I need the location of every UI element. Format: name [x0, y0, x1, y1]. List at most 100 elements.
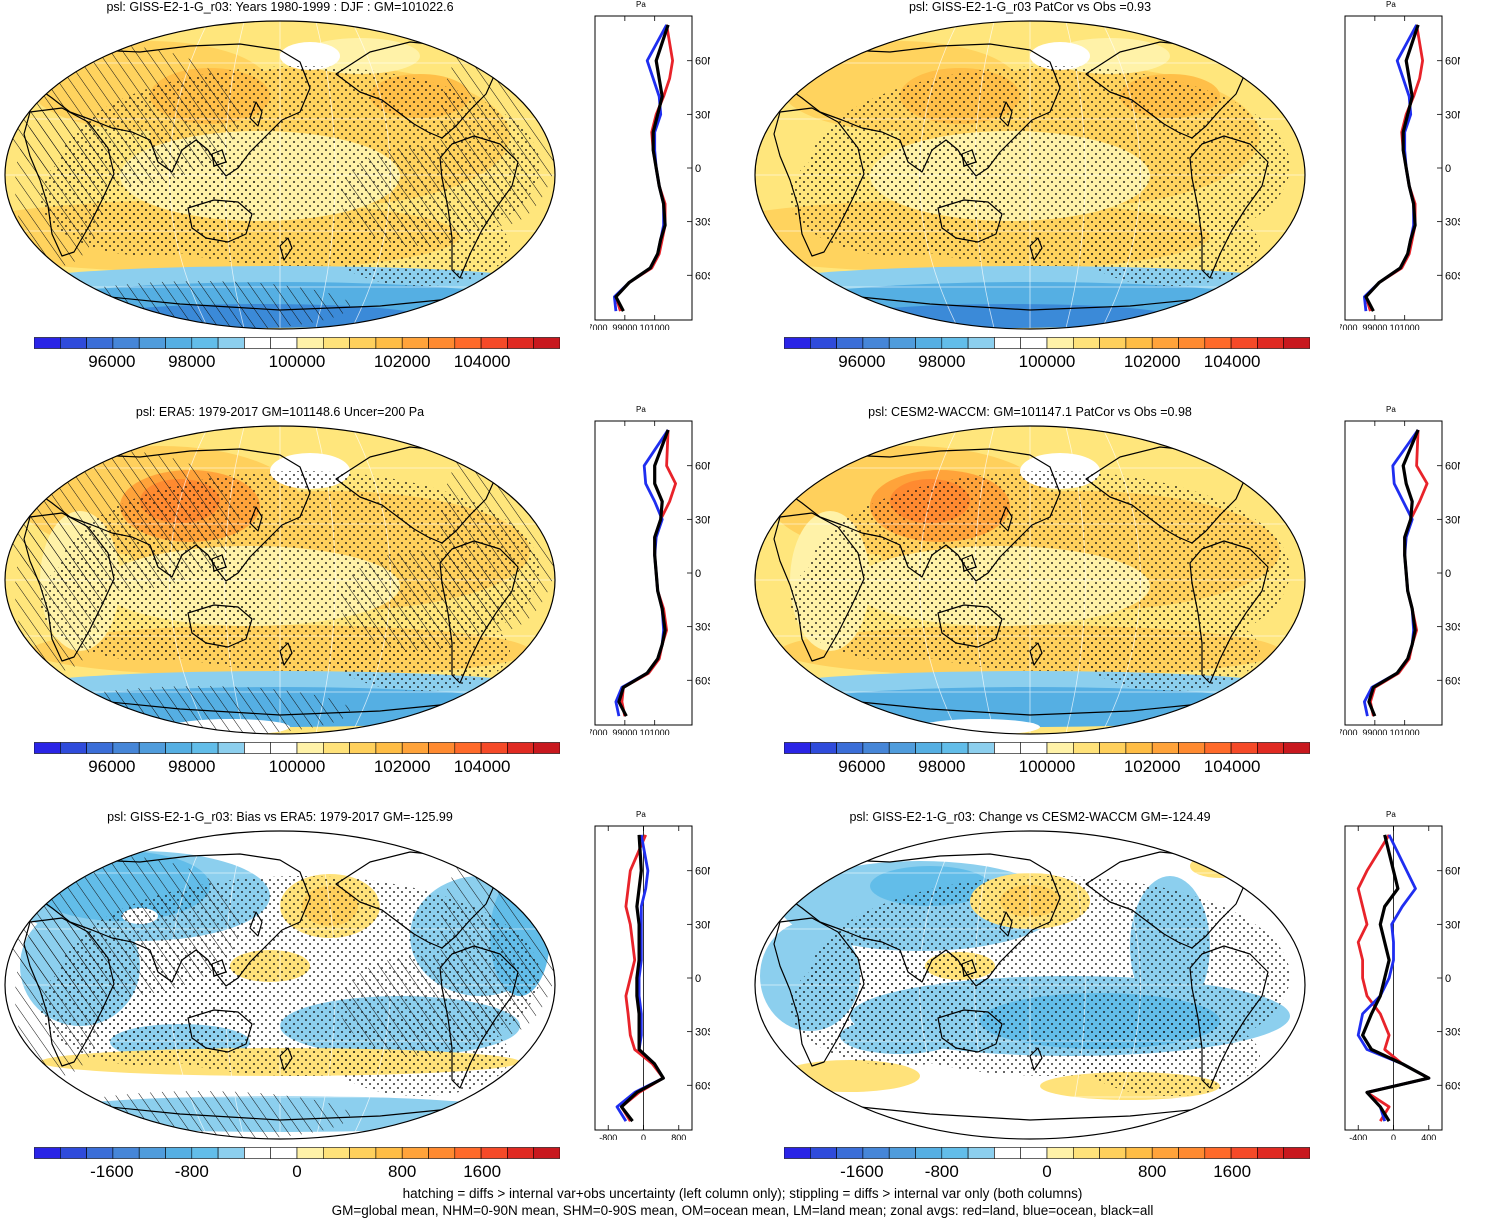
x-tick-label: 99000 [1362, 728, 1387, 735]
colorbar-swatch [533, 1147, 560, 1159]
colorbar-swatch [270, 742, 298, 754]
colorbar-swatch [888, 742, 916, 754]
colorbar-swatch [967, 1147, 995, 1159]
colorbar-swatch [1072, 742, 1100, 754]
colorbar-swatch [1099, 1147, 1127, 1159]
colorbar-swatch [454, 337, 482, 349]
colorbar-tick-label: 96000 [838, 352, 886, 371]
y-tick-label: 0 [695, 568, 701, 580]
colorbar-swatch [34, 742, 61, 754]
colorbar-tick-label: -1600 [840, 1162, 884, 1181]
colorbar-tick-label: -800 [924, 1162, 959, 1181]
colorbar-swatch [401, 742, 429, 754]
colorbar-swatch [401, 337, 429, 349]
colorbar-swatch [270, 1147, 298, 1159]
colorbar-swatch [244, 742, 271, 754]
colorbar-swatch [915, 337, 943, 349]
colorbar-swatch [480, 337, 508, 349]
colorbar-tick-label: 98000 [918, 757, 966, 776]
colorbar-tick-label: -800 [174, 1162, 209, 1181]
y-tick-label: 30S [1445, 1027, 1460, 1039]
colorbar-swatch [784, 1147, 811, 1159]
colorbar-swatch [1151, 1147, 1179, 1159]
x-tick-label: 97000 [1340, 728, 1358, 735]
colorbar [784, 742, 1310, 754]
colorbar-swatch [1151, 742, 1179, 754]
colorbar-swatch [296, 337, 324, 349]
zonal-unit-label: Pa [1386, 810, 1396, 819]
zonal-unit-label: Pa [636, 810, 646, 819]
colorbar-swatch [507, 1147, 534, 1159]
colorbar-tick-label: 100000 [1018, 757, 1076, 776]
x-tick-label: 800 [671, 1133, 686, 1140]
colorbar-tick-label: 104000 [453, 352, 511, 371]
colorbar-swatch [34, 337, 61, 349]
colorbar [784, 1147, 1310, 1159]
y-tick-label: 30N [1445, 109, 1460, 121]
map-field [755, 21, 1305, 329]
colorbar-swatch [1178, 1147, 1206, 1159]
colorbar-swatch [86, 1147, 114, 1159]
colorbar-tick-label: 102000 [373, 757, 431, 776]
panel-title: psl: ERA5: 1979-2017 GM=101148.6 Uncer=2… [135, 405, 425, 419]
x-tick-label: 0 [1391, 1133, 1396, 1140]
colorbar-tick-label: 96000 [88, 352, 136, 371]
map-outline [754, 20, 1306, 330]
colorbar-swatch [165, 742, 193, 754]
colorbar-swatch [86, 742, 114, 754]
colorbar-swatch [454, 1147, 482, 1159]
y-tick-label: 0 [1445, 568, 1451, 580]
colorbar-swatch [59, 1147, 87, 1159]
colorbar-swatch [967, 337, 995, 349]
colorbar-swatch [59, 742, 87, 754]
colorbar-swatch [1072, 1147, 1100, 1159]
zonal-unit-label: Pa [1386, 0, 1396, 9]
y-tick-label: 60S [695, 1080, 710, 1092]
series-line-all [614, 24, 670, 312]
colorbar-swatch [322, 337, 350, 349]
colorbar-swatch [507, 337, 534, 349]
world-map [4, 20, 556, 330]
colorbar-swatch [1257, 742, 1284, 754]
colorbar-swatch [34, 1147, 61, 1159]
map-field [755, 426, 1305, 734]
colorbar-tick-label: 102000 [373, 352, 431, 371]
colorbar-swatch [1178, 337, 1206, 349]
map-field [5, 831, 555, 1139]
colorbar-swatch [533, 337, 560, 349]
colorbar-swatch [994, 1147, 1021, 1159]
colorbar-swatch [217, 1147, 245, 1159]
colorbar-swatch [1020, 337, 1048, 349]
colorbar-tick-label: 800 [388, 1162, 417, 1181]
colorbar-swatch [1020, 1147, 1048, 1159]
colorbar-swatch [836, 742, 864, 754]
y-tick-label: 30N [1445, 514, 1460, 526]
colorbar-swatch [836, 1147, 864, 1159]
y-tick-label: 30S [1445, 217, 1460, 229]
colorbar-swatch [915, 742, 943, 754]
zonal-unit-label: Pa [636, 405, 646, 414]
colorbar-swatch [480, 742, 508, 754]
colorbar-swatch [915, 1147, 943, 1159]
colorbar-tick-label: 104000 [453, 757, 511, 776]
colorbar-labels: -1600 -800 0 800 1600 [34, 1162, 560, 1186]
colorbar-tick-label: 104000 [1203, 757, 1261, 776]
series-line-ocean [1363, 429, 1420, 717]
colorbar-swatch [809, 742, 837, 754]
world-map [4, 425, 556, 735]
x-tick-label: 101000 [640, 728, 670, 735]
colorbar-swatch [322, 1147, 350, 1159]
zonal-unit-label: Pa [636, 0, 646, 9]
x-tick-label: 101000 [1390, 323, 1420, 330]
colorbar-tick-label: 96000 [88, 757, 136, 776]
colorbar-swatch [480, 1147, 508, 1159]
colorbar-swatch [862, 1147, 890, 1159]
x-tick-label: 400 [1421, 1133, 1436, 1140]
series-line-all [1361, 834, 1431, 1122]
colorbar-labels: 96000 98000 100000 102000 104000 [34, 352, 560, 376]
x-tick-label: -800 [599, 1133, 617, 1140]
panel-title: psl: CESM2-WACCM: GM=101147.1 PatCor vs … [868, 405, 1192, 419]
colorbar-swatch [1125, 337, 1153, 349]
colorbar-swatch [1204, 337, 1232, 349]
colorbar-swatch [270, 337, 298, 349]
